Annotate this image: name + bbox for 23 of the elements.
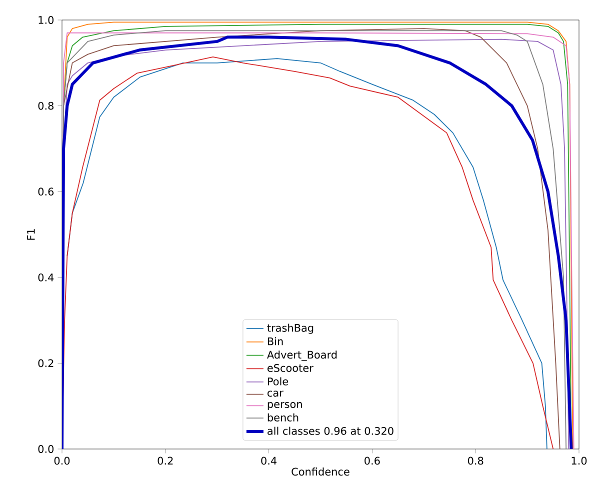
y-tick-label: 0.8	[38, 102, 54, 110]
y-tick-label: 0.4	[38, 273, 54, 282]
legend-label: trashBag	[267, 324, 314, 334]
legend-label: car	[268, 390, 284, 397]
x-tick-label: 0.6	[364, 456, 380, 465]
legend-label: Bin	[268, 337, 283, 346]
x-tick-label: 1.0	[572, 456, 587, 465]
legend-label: person	[268, 402, 302, 410]
legend-label: Pole	[268, 377, 288, 386]
y-tick-label: 0.0	[38, 445, 54, 453]
y-tick-label: 0.6	[38, 188, 54, 196]
x-axis-title: Confidence	[292, 468, 350, 476]
y-axis-title: F1	[27, 229, 35, 240]
x-tick-label: 0.8	[468, 456, 484, 465]
x-tick-label: 0.2	[158, 456, 173, 465]
y-tick-label: 1.0	[38, 16, 54, 24]
legend-label: all classes 0.96 at 0.320	[268, 426, 394, 435]
legend-label: Advert_Board	[267, 350, 337, 362]
x-tick-label: 0.4	[261, 456, 277, 465]
legend-label: bench	[268, 413, 298, 422]
legend-label: eScooter	[268, 364, 314, 372]
y-tick-label: 0.2	[38, 359, 54, 368]
x-tick-label: 0.0	[54, 456, 70, 465]
